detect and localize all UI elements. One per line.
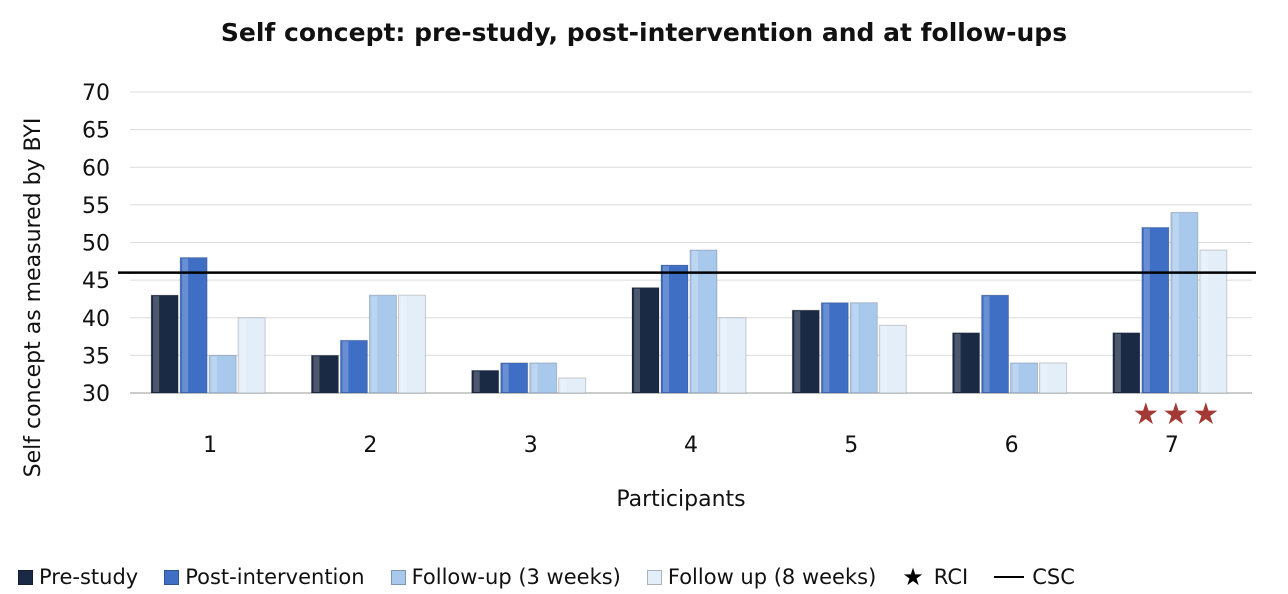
legend-item-pre-study: Pre-study <box>18 565 138 589</box>
line-icon <box>994 576 1025 578</box>
bar-follow-up-3-weeks-participant-6 <box>1010 362 1039 394</box>
bar-follow-up-8-weeks-participant-1 <box>237 317 266 394</box>
bar-post-intervention-participant-7 <box>1141 226 1170 394</box>
bar-post-intervention-participant-4 <box>660 264 689 394</box>
bar-follow-up-3-weeks-participant-5 <box>849 302 878 394</box>
rci-star-icon-3: ★ <box>1192 397 1219 432</box>
bar-highlight-post-intervention-participant-4 <box>663 266 669 392</box>
bar-pre-study-participant-3 <box>471 369 500 394</box>
bar-highlight-post-intervention-participant-1 <box>182 258 189 392</box>
bar-highlight-follow-up-8-weeks-participant-5 <box>881 326 888 392</box>
bar-highlight-follow-up-3-weeks-participant-7 <box>1172 213 1179 392</box>
legend-label-follow-up-8-weeks: Follow up (8 weeks) <box>667 565 877 589</box>
legend-swatch-post-intervention <box>164 569 180 585</box>
bar-highlight-post-intervention-participant-7 <box>1143 228 1150 392</box>
bar-highlight-pre-study-participant-5 <box>794 311 801 392</box>
bar-follow-up-8-weeks-participant-2 <box>397 294 426 394</box>
bar-follow-up-8-weeks-participant-3 <box>558 377 587 394</box>
bar-highlight-post-intervention-participant-3 <box>502 363 509 392</box>
bar-highlight-follow-up-3-weeks-participant-6 <box>1012 363 1019 392</box>
bar-post-intervention-participant-2 <box>339 339 368 394</box>
x-axis-title: Participants <box>616 487 745 512</box>
bar-follow-up-3-weeks-participant-7 <box>1170 211 1199 394</box>
bar-follow-up-8-weeks-participant-6 <box>1039 362 1068 394</box>
star-icon: ★ <box>902 563 924 591</box>
bar-highlight-pre-study-participant-3 <box>473 371 480 392</box>
bar-highlight-follow-up-8-weeks-participant-7 <box>1201 251 1208 392</box>
legend-label-pre-study: Pre-study <box>39 565 139 589</box>
legend-swatch-follow-up-3-weeks <box>390 569 406 585</box>
y-tick-label-65: 65 <box>82 119 110 144</box>
bar-highlight-post-intervention-participant-2 <box>342 341 349 392</box>
bar-highlight-follow-up-8-weeks-participant-1 <box>240 318 247 392</box>
bar-post-intervention-participant-5 <box>820 302 849 394</box>
x-tick-label-2: 2 <box>363 433 377 458</box>
bar-highlight-follow-up-3-weeks-participant-1 <box>211 356 218 392</box>
bar-pre-study-participant-1 <box>150 294 179 394</box>
bar-pre-study-participant-6 <box>952 332 981 394</box>
legend: Pre-study Post-intervention Follow-up (3… <box>18 562 1101 592</box>
legend-label-csc: CSC <box>1032 565 1075 589</box>
bar-highlight-follow-up-8-weeks-participant-6 <box>1041 363 1048 392</box>
legend-item-csc: CSC <box>994 565 1075 589</box>
y-tick-label-55: 55 <box>82 194 110 219</box>
y-tick-label-40: 40 <box>82 307 110 332</box>
bar-highlight-follow-up-3-weeks-participant-2 <box>371 296 378 392</box>
y-tick-label-35: 35 <box>82 344 110 369</box>
bar-pre-study-participant-5 <box>791 309 820 394</box>
bar-pre-study-participant-4 <box>631 287 660 394</box>
rci-star-icon-2: ★ <box>1162 397 1189 432</box>
legend-label-rci: RCI <box>933 565 969 589</box>
y-tick-label-45: 45 <box>82 269 110 294</box>
bar-highlight-follow-up-3-weeks-participant-4 <box>692 251 698 392</box>
legend-swatch-follow-up-8-weeks <box>646 569 662 585</box>
bar-highlight-follow-up-8-weeks-participant-2 <box>400 296 407 392</box>
bar-follow-up-8-weeks-participant-4 <box>718 317 747 394</box>
bar-highlight-follow-up-8-weeks-participant-4 <box>721 318 727 392</box>
bar-post-intervention-participant-1 <box>179 257 208 394</box>
legend-label-post-intervention: Post-intervention <box>185 565 365 589</box>
x-tick-label-5: 5 <box>844 433 858 458</box>
y-tick-label-50: 50 <box>82 232 110 257</box>
bar-highlight-pre-study-participant-4 <box>634 288 640 392</box>
x-tick-label-3: 3 <box>524 433 538 458</box>
y-tick-label-70: 70 <box>82 81 110 106</box>
x-tick-label-6: 6 <box>1005 433 1019 458</box>
bar-pre-study-participant-7 <box>1112 332 1141 394</box>
bar-highlight-follow-up-3-weeks-participant-3 <box>531 363 538 392</box>
bar-highlight-post-intervention-participant-6 <box>983 296 990 392</box>
bar-highlight-pre-study-participant-7 <box>1114 333 1121 392</box>
bar-highlight-follow-up-8-weeks-participant-3 <box>560 378 567 392</box>
chart-title: Self concept: pre-study, post-interventi… <box>220 18 1068 47</box>
legend-swatch-pre-study <box>18 569 33 585</box>
rci-star-icon-1: ★ <box>1132 397 1159 432</box>
bar-highlight-pre-study-participant-1 <box>153 296 160 392</box>
x-tick-label-7: 7 <box>1165 433 1179 458</box>
x-tick-label-1: 1 <box>203 433 217 458</box>
bar-follow-up-3-weeks-participant-2 <box>368 294 397 394</box>
y-tick-label-30: 30 <box>82 382 110 407</box>
legend-item-follow-up-3-weeks: Follow-up (3 weeks) <box>390 565 621 589</box>
y-axis-title: Self concept as measured by BYI <box>21 118 46 478</box>
y-tick-label-60: 60 <box>82 156 110 181</box>
bar-follow-up-8-weeks-participant-5 <box>878 324 907 394</box>
legend-item-follow-up-8-weeks: Follow up (8 weeks) <box>646 565 877 589</box>
legend-label-follow-up-3-weeks: Follow-up (3 weeks) <box>411 565 621 589</box>
bar-highlight-pre-study-participant-2 <box>313 356 320 392</box>
legend-item-rci: ★ RCI <box>902 565 968 589</box>
bar-post-intervention-participant-6 <box>981 294 1010 394</box>
bar-follow-up-8-weeks-participant-7 <box>1199 249 1228 394</box>
bar-highlight-follow-up-3-weeks-participant-5 <box>852 303 859 392</box>
x-tick-label-4: 4 <box>684 433 698 458</box>
legend-item-post-intervention: Post-intervention <box>164 565 365 589</box>
bar-post-intervention-participant-3 <box>500 362 529 394</box>
bar-follow-up-3-weeks-participant-3 <box>529 362 558 394</box>
bar-follow-up-3-weeks-participant-1 <box>208 354 237 394</box>
bar-follow-up-3-weeks-participant-4 <box>689 249 718 394</box>
bar-pre-study-participant-2 <box>310 354 339 394</box>
bar-highlight-post-intervention-participant-5 <box>823 303 830 392</box>
bar-highlight-pre-study-participant-6 <box>954 333 961 392</box>
